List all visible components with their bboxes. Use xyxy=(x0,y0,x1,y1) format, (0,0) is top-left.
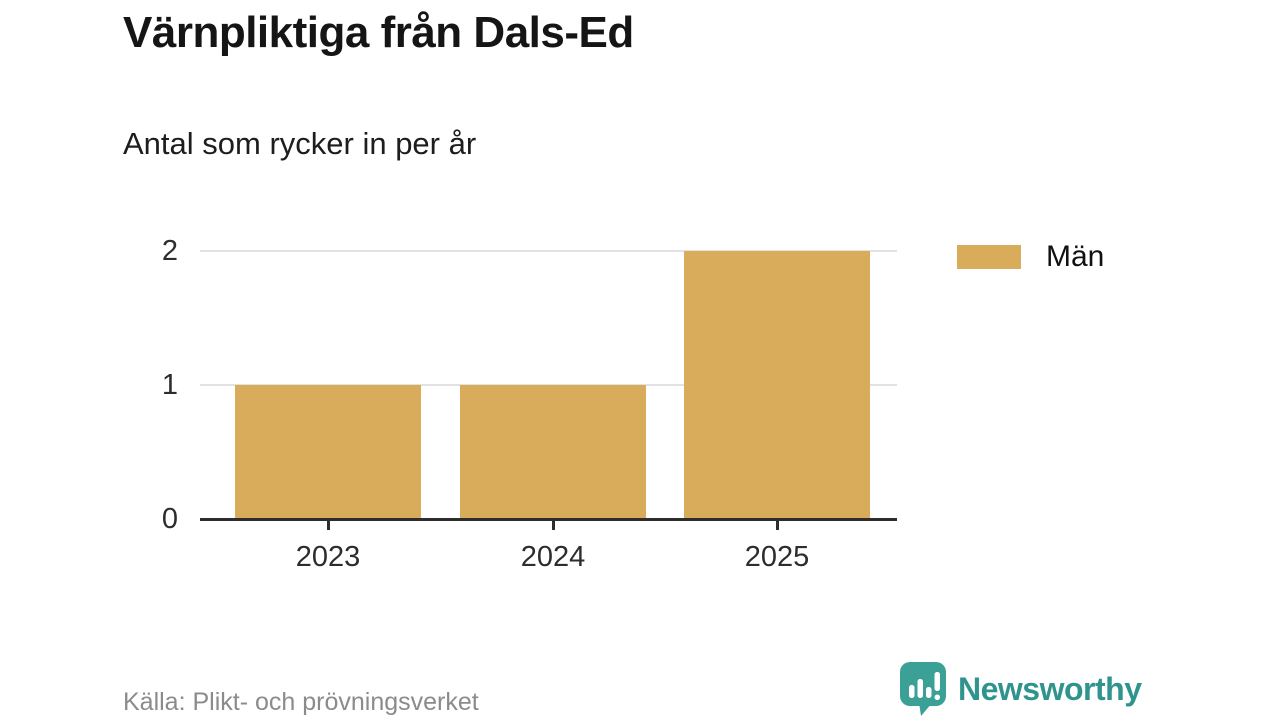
bar-2024 xyxy=(460,385,646,519)
x-axis-tick xyxy=(327,521,330,530)
brand-logo: Newsworthy xyxy=(899,661,1142,717)
bar-2023 xyxy=(235,385,421,519)
x-axis-label-2025: 2025 xyxy=(744,541,810,573)
legend: Män xyxy=(957,240,1104,274)
brand-name: Newsworthy xyxy=(958,670,1142,707)
bar-2025 xyxy=(684,251,870,519)
x-axis-label-2024: 2024 xyxy=(520,541,586,573)
y-axis-tick-label: 0 xyxy=(161,503,178,535)
newsworthy-speech-bubble-chart-icon xyxy=(900,662,946,716)
page-title: Värnpliktiga från Dals-Ed xyxy=(123,8,634,57)
x-axis-tick xyxy=(776,521,779,530)
y-axis-tick-label: 1 xyxy=(161,369,178,401)
x-axis-line xyxy=(200,518,897,521)
source-note: Källa: Plikt- och prövningsverket xyxy=(123,688,479,716)
legend-label-men: Män xyxy=(1046,240,1105,273)
legend-swatch-men xyxy=(957,245,1021,269)
gridline-y2 xyxy=(200,250,897,252)
y-axis-tick-label: 2 xyxy=(161,235,178,267)
chart-subtitle: Antal som rycker in per år xyxy=(123,126,477,161)
x-axis-tick xyxy=(552,521,555,530)
x-axis-label-2023: 2023 xyxy=(295,541,361,573)
